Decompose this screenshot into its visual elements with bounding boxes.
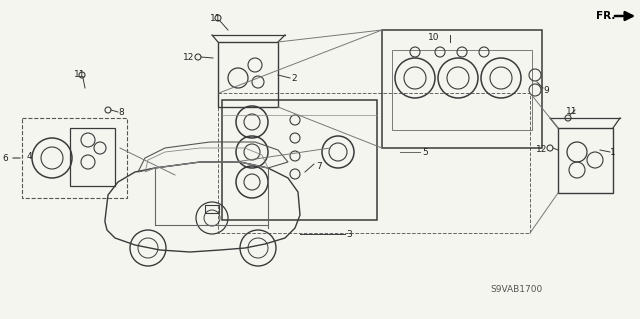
Text: 4: 4 [27, 152, 33, 161]
Bar [392, 50, 532, 130]
Bar [218, 93, 530, 233]
Text: 2: 2 [291, 74, 296, 83]
Text: 7: 7 [316, 162, 322, 171]
Bar [22, 118, 127, 198]
Text: 10: 10 [428, 33, 440, 42]
Bar [382, 30, 542, 148]
Text: FR.: FR. [596, 11, 616, 21]
Text: 6: 6 [2, 154, 8, 163]
Text: 1: 1 [610, 148, 616, 157]
Text: 11: 11 [566, 107, 577, 116]
Text: 3: 3 [346, 230, 352, 239]
Text: 12: 12 [183, 53, 195, 62]
Text: 11: 11 [74, 70, 86, 79]
Bar [205, 205, 219, 213]
Text: 9: 9 [543, 86, 548, 95]
Text: 11: 11 [210, 14, 221, 23]
Text: 8: 8 [118, 108, 124, 117]
Text: 5: 5 [422, 148, 428, 157]
Text: S9VAB1700: S9VAB1700 [490, 285, 542, 294]
Bar [70, 128, 115, 186]
Bar [218, 42, 278, 107]
Bar [558, 128, 613, 193]
Text: 12: 12 [536, 145, 547, 154]
Bar [222, 100, 377, 220]
